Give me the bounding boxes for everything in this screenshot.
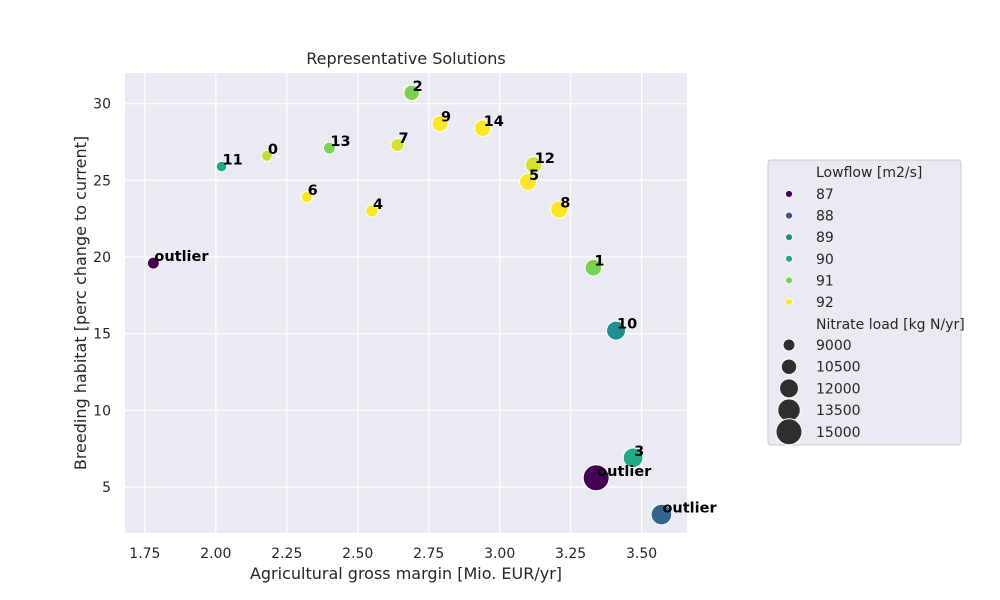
point-label: 11: [223, 153, 243, 169]
legend-hue-marker: [785, 298, 793, 306]
legend-size-entries: 9000 10500 12000 13500 15000: [775, 338, 861, 446]
y-tick-label: 25: [93, 173, 111, 189]
point-label: 1: [594, 254, 604, 270]
point-label: outlier: [597, 464, 652, 480]
point-label: 0: [268, 142, 278, 158]
scatter-point: [215, 160, 228, 173]
y-tick-label: 15: [93, 327, 111, 343]
x-tick-label: 3.25: [555, 546, 586, 562]
plot-background: [125, 73, 687, 533]
point-label: 13: [330, 134, 350, 150]
scatter-point: [300, 191, 313, 204]
x-tick-label: 2.25: [271, 546, 302, 562]
x-tick-label: 3.50: [626, 546, 657, 562]
scatter-point: [550, 200, 569, 219]
y-tick-label: 20: [93, 250, 111, 266]
point-label: 8: [560, 195, 570, 211]
x-tick-label: 2.50: [342, 546, 373, 562]
legend-hue-marker: [785, 211, 793, 220]
x-tick-label: 2.00: [200, 546, 231, 562]
scatter-point: [582, 464, 610, 492]
data-points: [146, 84, 673, 526]
y-axis-label: Breeding habitat [perc change to current…: [71, 136, 90, 470]
scatter-point: [390, 137, 405, 153]
legend-hue-label: 92: [816, 295, 834, 311]
y-tick-labels: 5 10 15 20 25 30: [93, 97, 111, 496]
x-tick-label: 2.75: [413, 546, 444, 562]
chart-title: Representative Solutions: [306, 49, 506, 68]
legend-size-label: 15000: [816, 425, 861, 441]
legend-size-label: 12000: [816, 381, 861, 397]
legend-hue-marker: [785, 233, 793, 242]
legend-box: [767, 159, 962, 446]
x-axis-label: Agricultural gross margin [Mio. EUR/yr]: [250, 564, 562, 583]
point-label: 2: [413, 79, 423, 95]
legend-size-label: 10500: [816, 360, 861, 376]
legend-size-marker: [779, 378, 799, 399]
legend-size-title: Nitrate load [kg N/yr]: [816, 317, 965, 333]
scatter-point: [365, 204, 379, 218]
legend-hue-label: 90: [816, 252, 834, 268]
legend-hue-title: Lowflow [m2/s]: [816, 165, 922, 181]
legend-hue-label: 91: [816, 273, 834, 289]
scatter-point: [584, 258, 603, 277]
scatter-point: [322, 141, 336, 155]
legend-size-marker: [777, 398, 801, 422]
scatter-point: [518, 172, 538, 191]
grid-lines: [125, 73, 687, 533]
legend-size-label: 9000: [816, 338, 852, 354]
scatter-point: [606, 320, 627, 341]
y-tick-label: 10: [93, 403, 111, 419]
y-tick-label: 5: [102, 480, 111, 496]
legend-hue-label: 87: [816, 187, 834, 203]
x-tick-label: 1.75: [129, 546, 160, 562]
legend-size-marker: [780, 358, 798, 375]
scatter-point: [260, 149, 273, 162]
point-label: 5: [529, 168, 539, 184]
point-label: outlier: [154, 249, 209, 265]
legend-size-label: 13500: [816, 403, 861, 419]
x-tick-label: 3.00: [484, 546, 515, 562]
scatter-point: [650, 503, 673, 526]
legend-hue-label: 89: [816, 230, 834, 246]
point-label: 3: [634, 444, 644, 460]
scatter-point: [473, 119, 492, 138]
point-label: 6: [308, 183, 318, 199]
legend-size-marker: [782, 338, 796, 352]
legend-hue-entries: 87 88 89 90 91 92: [785, 187, 834, 311]
legend-hue-label: 88: [816, 209, 834, 225]
legend-size-marker: [775, 418, 803, 446]
scatter-point: [146, 256, 160, 270]
x-tick-labels: 1.75 2.00 2.25 2.50 2.75 3.00 3.25 3.50: [129, 546, 657, 562]
scatter-point: [403, 84, 420, 102]
scatter-point: [524, 156, 543, 174]
scatter-point: [431, 115, 449, 133]
point-label: 7: [398, 131, 408, 147]
legend-hue-marker: [785, 254, 793, 263]
point-label: 12: [535, 151, 555, 167]
y-tick-label: 30: [93, 97, 111, 113]
scatter-point: [622, 447, 644, 469]
point-label: 10: [617, 317, 637, 333]
point-label: outlier: [662, 501, 717, 517]
point-label: 4: [373, 197, 383, 213]
legend-hue-marker: [785, 190, 793, 198]
legend: Lowflow [m2/s] 87 88 89 90 91 92 Nitrate load…: [767, 159, 965, 446]
point-label: 9: [441, 110, 451, 126]
point-label: 14: [484, 114, 504, 130]
legend-hue-marker: [785, 276, 793, 285]
